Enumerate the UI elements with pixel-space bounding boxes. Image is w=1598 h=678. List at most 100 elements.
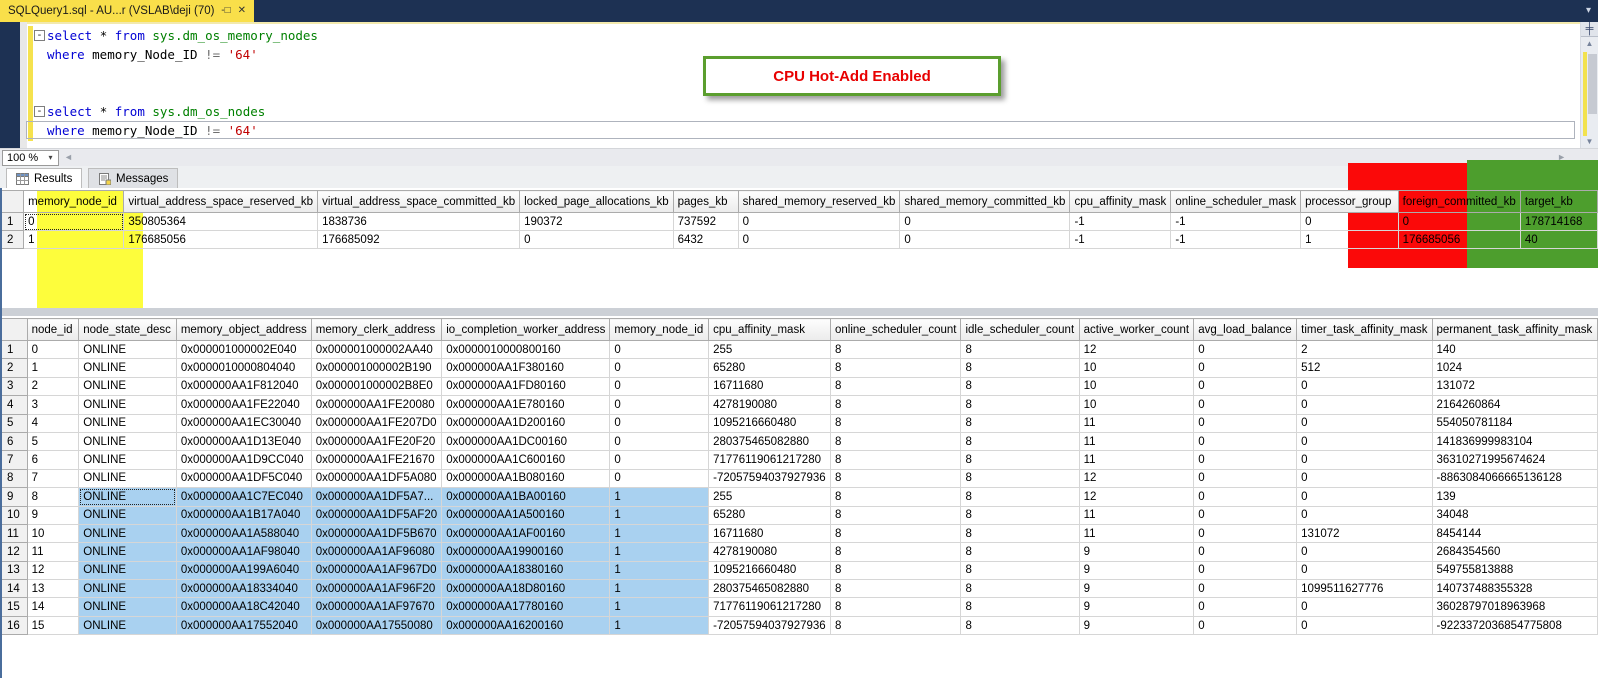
grid-cell[interactable]: 8 [829, 487, 962, 507]
grid-cell[interactable]: 9 [1078, 542, 1195, 562]
grid-cell[interactable]: 0 [1193, 431, 1298, 452]
grid-cell[interactable]: 1 [26, 358, 80, 378]
grid-cell[interactable]: 0 [1193, 413, 1298, 433]
row-header[interactable]: 7 [0, 450, 28, 470]
grid-cell[interactable]: 0x000000AA1DF5B670 [310, 523, 443, 544]
grid-cell[interactable]: 36028797018963968 [1431, 597, 1598, 617]
grid-cell[interactable]: 131072 [1296, 523, 1433, 544]
code-line[interactable]: where memory_Node_ID != '64' [0, 121, 1578, 140]
grid-cell[interactable]: 2164260864 [1431, 395, 1598, 415]
grid-cell[interactable]: 0 [1193, 579, 1298, 599]
grid-cell[interactable]: 6 [26, 450, 80, 470]
grid-cell[interactable]: 0 [1193, 523, 1298, 544]
zoom-caret-icon[interactable]: ▾ [48, 153, 53, 162]
grid-cell[interactable]: 0x000000AA1AF96080 [310, 542, 443, 562]
grid-cell[interactable]: 11 [1078, 431, 1195, 452]
column-header-permanent_task_affinity_mask[interactable]: permanent_task_affinity_mask [1431, 318, 1598, 341]
grid-cell[interactable]: 0 [1300, 212, 1399, 231]
grid-cell[interactable]: 0 [609, 395, 710, 415]
row-header[interactable]: 16 [0, 615, 28, 636]
memory-nodes-grid[interactable]: memory_node_id virtual_address_space_rese… [0, 190, 1598, 249]
grid-cell[interactable]: 4278190080 [708, 542, 831, 562]
grid-cell[interactable]: 71776119061217280 [708, 597, 831, 617]
grid-cell[interactable]: -8863084066665136128 [1431, 468, 1598, 489]
grid-cell[interactable]: 12 [1078, 487, 1195, 507]
grid-cell[interactable]: -72057594037927936 [708, 468, 831, 489]
grid-cell[interactable]: 11 [1078, 523, 1195, 544]
grid-cell[interactable]: 8 [960, 431, 1080, 452]
grid-cell[interactable]: 8 [960, 376, 1080, 397]
grid-cell[interactable]: 176685092 [317, 230, 521, 249]
grid-cell[interactable]: 4278190080 [708, 395, 831, 415]
column-header-processor_group[interactable]: processor_group [1300, 190, 1399, 213]
grid-cell[interactable]: 11 [1078, 413, 1195, 433]
grid-cell[interactable]: 0x000001000002B8E0 [310, 376, 443, 397]
grid-cell[interactable]: 8454144 [1431, 523, 1598, 544]
code-line[interactable]: - select * from sys.dm_os_nodes [0, 102, 1578, 121]
column-header-virtual_address_space_committed_kb[interactable]: virtual_address_space_committed_kb [317, 190, 521, 213]
grid-cell[interactable]: 0 [1296, 487, 1433, 507]
grid-cell[interactable]: -1 [1069, 230, 1172, 249]
grid-cell[interactable]: 0x000000AA1BA00160 [441, 487, 611, 507]
grid-cell[interactable]: 1 [609, 579, 710, 599]
grid-cell[interactable]: 8 [960, 615, 1080, 636]
grid-cell[interactable]: 8 [829, 395, 962, 415]
grid-cell[interactable]: 1024 [1431, 358, 1598, 378]
grid-cell[interactable]: 0 [1296, 376, 1433, 397]
grid-cell[interactable]: 12 [1078, 339, 1195, 360]
grid-cell[interactable]: 0 [519, 230, 674, 249]
code-line[interactable]: where memory_Node_ID != '64' [0, 45, 1578, 64]
grid-cell[interactable]: 0x000000AA1F812040 [175, 376, 312, 397]
row-header[interactable]: 11 [0, 523, 28, 544]
grid-cell[interactable]: ONLINE [78, 413, 177, 433]
grid-cell[interactable]: 8 [960, 450, 1080, 470]
grid-cell[interactable]: 190372 [519, 212, 674, 231]
grid-cell[interactable]: 8 [829, 560, 962, 581]
grid-cell[interactable]: 10 [1078, 395, 1195, 415]
grid-cell[interactable]: 1 [609, 542, 710, 562]
grid-cell[interactable]: 3 [26, 395, 80, 415]
column-header-node_id[interactable]: node_id [26, 318, 80, 341]
grid-cell[interactable]: 8 [829, 339, 962, 360]
grid-cell[interactable]: 0x000001000002AA40 [310, 339, 443, 360]
grid-cell[interactable]: 65280 [708, 358, 831, 378]
grid-cell[interactable]: 8 [829, 615, 962, 636]
grid-cell[interactable]: 0 [737, 230, 901, 249]
grid-cell[interactable]: 0 [1193, 542, 1298, 562]
scrollbar-thumb[interactable] [1588, 54, 1597, 114]
grid-cell[interactable]: 0 [1193, 597, 1298, 617]
grid-cell[interactable]: ONLINE [78, 450, 177, 470]
grid-cell[interactable]: 0x000000AA18380160 [441, 560, 611, 581]
grid-cell[interactable]: ONLINE [78, 395, 177, 415]
grid-cell[interactable]: -1 [1069, 212, 1172, 231]
column-header-pages_kb[interactable]: pages_kb [672, 190, 739, 213]
grid-cell[interactable]: 0x000000AA199A6040 [175, 560, 312, 581]
splitter-handle-icon[interactable]: ╪ [1581, 22, 1598, 37]
grid-cell[interactable]: 0 [23, 212, 125, 231]
grid-cell[interactable]: -72057594037927936 [708, 615, 831, 636]
grid-cell[interactable]: 8 [960, 413, 1080, 433]
grid-cell[interactable]: 2 [26, 376, 80, 397]
grid-cell[interactable]: 8 [960, 358, 1080, 378]
grid-cell[interactable]: 65280 [708, 505, 831, 525]
grid-splitter[interactable] [0, 308, 1598, 316]
grid-cell[interactable]: 0x000000AA1A588040 [175, 523, 312, 544]
scroll-right-icon[interactable]: ► [1557, 152, 1566, 162]
grid-cell[interactable]: 8 [960, 505, 1080, 525]
grid-cell[interactable]: 71776119061217280 [708, 450, 831, 470]
grid-cell[interactable]: 0 [1193, 450, 1298, 470]
grid-cell[interactable]: 1 [609, 505, 710, 525]
grid-cell[interactable]: 0 [1296, 560, 1433, 581]
grid-cell[interactable]: 8 [960, 542, 1080, 562]
row-header[interactable]: 6 [0, 431, 28, 452]
column-header-locked_page_allocations_kb[interactable]: locked_page_allocations_kb [519, 190, 674, 213]
grid-cell[interactable]: 8 [829, 413, 962, 433]
grid-cell[interactable]: 8 [960, 560, 1080, 581]
row-header[interactable]: 9 [0, 487, 28, 507]
grid-cell[interactable]: 0x000000AA1FE20080 [310, 395, 443, 415]
grid-cell[interactable]: 0 [1296, 615, 1433, 636]
grid-cell[interactable]: 8 [829, 505, 962, 525]
column-header-io_completion_worker_address[interactable]: io_completion_worker_address [441, 318, 611, 341]
grid-cell[interactable]: 0x000000AA1F380160 [441, 358, 611, 378]
editor-horizontal-scrollbar[interactable]: 100 % ▾ ◄ ► [0, 148, 1598, 166]
